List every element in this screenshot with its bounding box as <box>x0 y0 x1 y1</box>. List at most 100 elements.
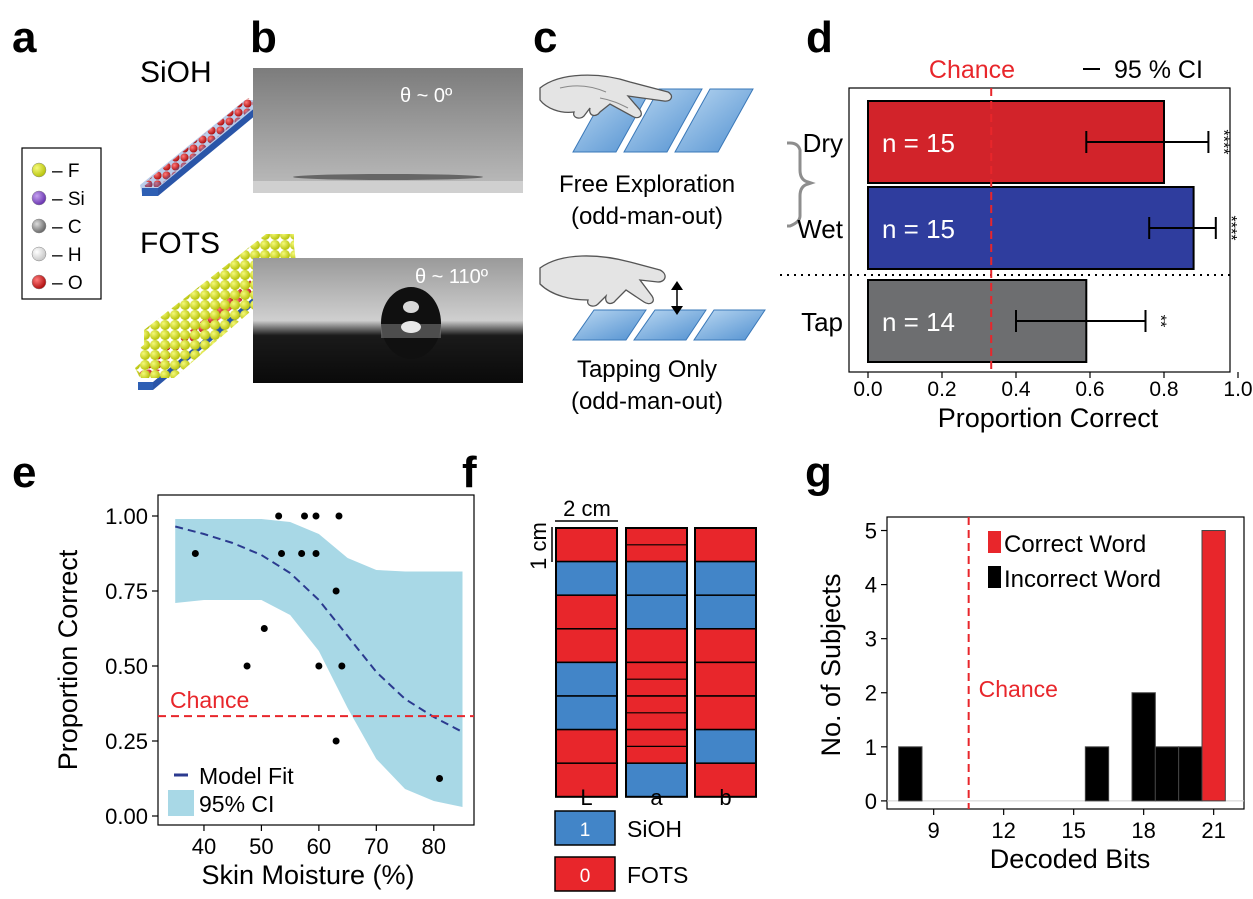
e-x-tick-label: 80 <box>422 834 446 859</box>
panel-letter-e: e <box>12 448 36 497</box>
f-cell-b-4 <box>694 661 757 697</box>
f-column-frame-b <box>694 527 757 798</box>
e-x-tick-label: 50 <box>249 834 273 859</box>
f-column-label-a: a <box>650 785 663 810</box>
sioh-slab-illustration <box>140 98 263 196</box>
atom-legend-swatch-3 <box>31 246 47 262</box>
panel-letter-f: f <box>462 448 477 497</box>
f-column-frame-a <box>625 527 688 798</box>
e-data-point-8 <box>312 512 320 520</box>
d-category-label-dry: Dry <box>803 128 843 158</box>
f-cell-a-1 <box>625 560 688 596</box>
free-exploration-sublabel: (odd-man-out) <box>571 203 723 230</box>
e-x-tick-label: 40 <box>192 834 216 859</box>
e-data-point-11 <box>332 737 340 745</box>
g-y-tick-label: 4 <box>865 573 877 598</box>
siOH-label: SiOH <box>140 56 212 89</box>
atom-legend-label-4: – O <box>52 273 83 294</box>
g-bin-bar-0 <box>898 746 923 802</box>
d-x-tick-label: 0.2 <box>927 378 956 401</box>
atom-legend-swatch-4 <box>31 274 47 290</box>
e-x-tick-label: 70 <box>364 834 388 859</box>
g-bin-bar-4 <box>1178 746 1203 802</box>
e-data-point-7 <box>312 550 320 557</box>
panel-c: Free Exploration (odd-man-out) Tapping O… <box>539 74 766 415</box>
e-legend-ci-label: 95% CI <box>199 791 274 817</box>
free-exploration-illustration <box>539 74 754 153</box>
d-significance-tap: ** <box>1152 315 1169 327</box>
fots-label: FOTS <box>140 227 220 260</box>
e-y-tick-label: 1.00 <box>105 504 148 529</box>
f-cell-L-4 <box>555 661 618 697</box>
d-category-label-wet: Wet <box>797 214 844 244</box>
e-data-point-3 <box>275 512 283 520</box>
f-cell-L-1 <box>555 560 618 596</box>
e-data-point-0 <box>191 550 199 557</box>
atom-legend-label-1: – Si <box>52 189 85 210</box>
g-bin-bar-1 <box>1084 746 1110 802</box>
d-x-tick-label: 0.0 <box>853 378 882 401</box>
e-data-point-9 <box>315 662 323 670</box>
contact-angle-image-top <box>253 68 523 193</box>
f-column-label-b: b <box>719 785 731 810</box>
g-chance-label: Chance <box>979 676 1058 702</box>
d-bar-label-wet: n = 15 <box>882 214 955 244</box>
e-x-tick-label: 60 <box>307 834 331 859</box>
g-y-tick-label: 2 <box>865 681 877 706</box>
e-x-axis-label: Skin Moisture (%) <box>201 860 414 890</box>
e-y-tick-label: 0.25 <box>105 729 148 754</box>
g-x-tick-label: 12 <box>991 818 1015 843</box>
e-ci-band <box>175 519 463 807</box>
f-cell-b-6 <box>694 728 757 764</box>
d-brace <box>787 141 816 228</box>
panel-e-scatter-chart: Chance 40 50 60 70 80 0.00 0.25 0.50 0.75 1.00 Mode… <box>53 494 475 890</box>
g-y-tick-label: 3 <box>865 627 877 652</box>
g-y-tick-label: 1 <box>865 735 877 760</box>
panel-d-bar-chart: Chance 95 % CI n = 15 **** Dry n = 15 **** We… <box>780 56 1253 433</box>
d-ci-legend-label: 95 % CI <box>1114 56 1203 84</box>
atom-legend-label-2: – C <box>52 217 82 238</box>
g-x-axis-label: Decoded Bits <box>990 844 1151 874</box>
g-y-axis-label: No. of Subjects <box>816 573 846 756</box>
e-y-tick-label: 0.75 <box>105 579 148 604</box>
d-x-tick-label: 0.8 <box>1149 378 1178 401</box>
g-bin-bar-5 <box>1201 530 1226 802</box>
d-x-tick-label: 0.6 <box>1075 378 1104 401</box>
f-scale-y-label: 1 cm <box>526 522 551 570</box>
e-legend-model-label: Model Fit <box>199 763 294 789</box>
atom-legend-swatch-2 <box>31 218 47 234</box>
f-key-fots-value: 0 <box>580 866 591 887</box>
f-key-fots-label: FOTS <box>627 862 688 888</box>
arrow-down-icon <box>671 306 683 315</box>
e-data-point-10 <box>332 587 340 595</box>
tapping-only-sublabel: (odd-man-out) <box>571 388 723 415</box>
f-scale-x-label: 2 cm <box>563 496 611 521</box>
f-cell-b-1 <box>694 560 757 596</box>
tapping-only-label: Tapping Only <box>577 356 717 383</box>
f-cell-L-3 <box>555 628 618 664</box>
f-cell-L-0 <box>555 527 618 563</box>
panel-letter-b: b <box>250 13 277 62</box>
panel-a: SiOH FOTS – F – Si – C – H – O <box>21 56 296 390</box>
tapping-only-illustration <box>539 255 766 341</box>
f-cell-b-0 <box>694 527 757 563</box>
f-cell-L-2 <box>555 594 618 630</box>
free-exploration-label: Free Exploration <box>559 171 735 198</box>
d-category-label-tap: Tap <box>801 307 843 337</box>
panel-letter-g: g <box>805 448 832 497</box>
f-key-fots-swatch <box>554 856 616 892</box>
e-data-point-12 <box>335 512 343 520</box>
d-chance-label: Chance <box>929 56 1015 84</box>
f-column-label-L: L <box>580 785 592 810</box>
g-x-tick-label: 15 <box>1061 818 1085 843</box>
e-y-tick-label: 0.00 <box>105 804 148 829</box>
hand-icon <box>539 255 666 307</box>
d-bar-label-tap: n = 14 <box>882 307 955 337</box>
e-data-point-2 <box>260 625 268 632</box>
e-data-point-1 <box>243 662 251 670</box>
d-x-tick-label: 1.0 <box>1223 378 1252 401</box>
d-x-tick-label: 0.4 <box>1001 378 1031 401</box>
g-bin-bar-2 <box>1131 692 1156 802</box>
d-significance-dry: **** <box>1214 130 1231 155</box>
